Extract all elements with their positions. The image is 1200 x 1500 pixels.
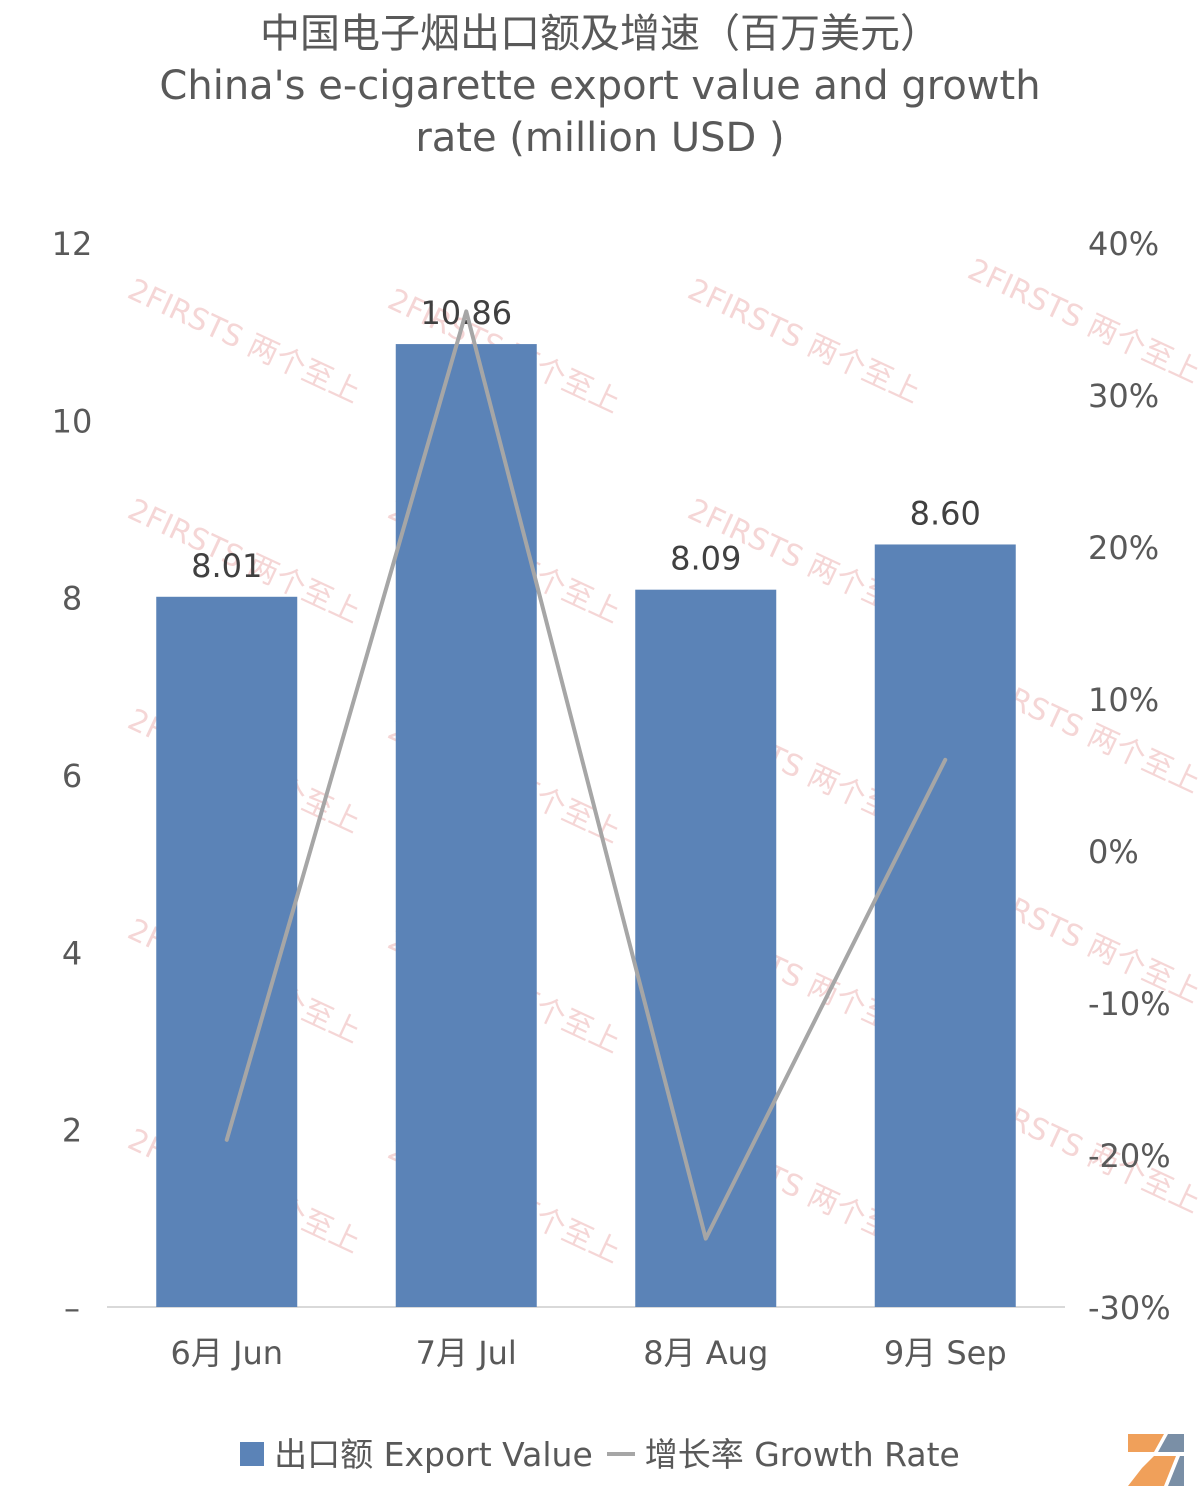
bar-export-value bbox=[395, 344, 537, 1308]
left-axis-tick-label: 10 bbox=[52, 402, 93, 440]
x-axis-category-label: 7月 Jul bbox=[416, 1334, 517, 1372]
x-axis-category-label: 8月 Aug bbox=[643, 1334, 768, 1372]
x-axis-category-label: 9月 Sep bbox=[884, 1334, 1007, 1372]
watermark-text: 2FIRSTS 两个至上 bbox=[962, 252, 1200, 390]
left-axis-tick-label: 4 bbox=[62, 934, 82, 972]
left-axis-tick-label: – bbox=[64, 1289, 80, 1327]
growth-rate-line bbox=[224, 309, 948, 1241]
right-axis-tick-label: 0% bbox=[1088, 833, 1139, 871]
chart-title-en-line2: rate (million USD ) bbox=[415, 115, 785, 161]
legend: 出口额 Export Value 增长率 Growth Rate bbox=[0, 1428, 1200, 1476]
right-axis-tick-label: 40% bbox=[1088, 225, 1159, 263]
legend-growth-label: 增长率 Growth Rate bbox=[644, 1435, 960, 1474]
watermark-text: 2FIRSTS 两个至上 bbox=[682, 272, 925, 410]
chart-title-cn: 中国电子烟出口额及增速（百万美元） bbox=[260, 11, 940, 57]
x-axis-category-label: 6月 Jun bbox=[170, 1334, 283, 1372]
left-axis-tick-label: 6 bbox=[62, 757, 82, 795]
bar-data-label: 8.09 bbox=[670, 540, 741, 578]
right-axis-tick-label: -10% bbox=[1088, 985, 1171, 1023]
left-axis-tick-label: 12 bbox=[52, 225, 93, 263]
left-axis-tick-label: 2 bbox=[62, 1112, 82, 1150]
right-axis-tick-label: -20% bbox=[1088, 1137, 1171, 1175]
chart-title: 中国电子烟出口额及增速（百万美元） China's e-cigarette ex… bbox=[0, 8, 1200, 164]
right-axis-tick-label: 10% bbox=[1088, 681, 1159, 719]
bar-export-value bbox=[874, 544, 1016, 1307]
watermark-text: 2FIRSTS 两个至上 bbox=[122, 272, 365, 410]
legend-bar-swatch bbox=[240, 1441, 265, 1466]
legend-line-swatch bbox=[606, 1451, 635, 1456]
right-axis-tick-label: 20% bbox=[1088, 529, 1159, 567]
bar-data-label: 8.01 bbox=[191, 547, 262, 585]
chart-title-en-line1: China's e-cigarette export value and gro… bbox=[159, 63, 1041, 109]
right-axis-tick-label: -30% bbox=[1088, 1289, 1171, 1327]
legend-export-label: 出口额 Export Value bbox=[274, 1435, 593, 1474]
bar-export-value bbox=[156, 596, 298, 1307]
brand-logo-icon bbox=[1128, 1434, 1184, 1486]
bar-data-label: 8.60 bbox=[910, 494, 981, 532]
right-axis-tick-label: 30% bbox=[1088, 377, 1159, 415]
bar-export-value bbox=[635, 589, 777, 1307]
left-axis-tick-label: 8 bbox=[62, 580, 82, 618]
